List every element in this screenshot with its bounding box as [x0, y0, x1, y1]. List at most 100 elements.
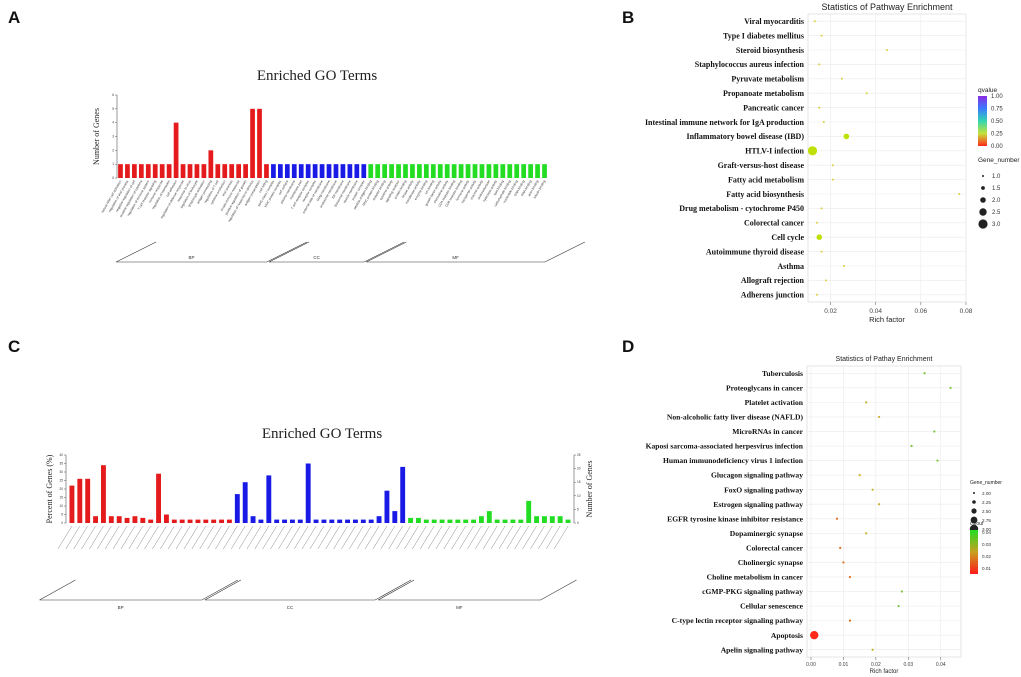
- go-bar-chart-c: Enriched GO Terms 0 5 10 15 20 25 30 35 40 0 5 10 15 2…: [39, 426, 594, 610]
- bar: [242, 482, 248, 523]
- bar: [463, 519, 469, 523]
- bar: [250, 516, 256, 523]
- bar: [282, 519, 288, 523]
- data-point: [871, 488, 874, 491]
- bar: [368, 519, 374, 523]
- x-tick-label: 0.02: [871, 662, 881, 668]
- pathway-label: Inflammatory bowel disease (IBD): [686, 132, 804, 141]
- size-legend-dot: [971, 508, 977, 514]
- bar: [479, 164, 485, 178]
- pathway-label: Autoimmune thyroid disease: [706, 247, 805, 256]
- data-point: [848, 619, 852, 622]
- bar: [354, 164, 360, 178]
- term-label-stub: [506, 525, 522, 550]
- term-label-stub: [553, 525, 569, 550]
- bar: [274, 519, 280, 523]
- bar: [326, 164, 332, 178]
- pathway-label: Cell cycle: [771, 233, 804, 242]
- pathway-label: Estrogen signaling pathway: [713, 500, 803, 509]
- bar: [132, 516, 138, 523]
- bar: [180, 164, 186, 178]
- bar: [152, 164, 158, 178]
- pathway-label: Kaposi sarcoma-associated herpesvirus in…: [646, 442, 804, 451]
- bar: [108, 516, 114, 523]
- bar: [138, 164, 144, 178]
- pathway-label: Cellular senescence: [740, 602, 804, 611]
- bar: [201, 164, 207, 178]
- data-point: [820, 207, 823, 210]
- data-point: [820, 250, 823, 253]
- bar: [375, 164, 381, 178]
- bar: [187, 519, 193, 523]
- pathway-label: Pyruvate metabolism: [731, 75, 804, 84]
- bar: [392, 511, 398, 523]
- bar: [219, 519, 225, 523]
- group-label: BP: [188, 255, 194, 260]
- term-label: lipid binding: [493, 179, 505, 196]
- y-tick-label: 10: [59, 504, 63, 508]
- bar: [486, 164, 492, 178]
- term-label-stub: [325, 525, 340, 550]
- bar: [277, 164, 283, 178]
- term-label-stub: [333, 525, 348, 550]
- term-label-stub: [538, 525, 553, 550]
- bar: [258, 519, 264, 523]
- pathway-label: cGMP-PKG signaling pathway: [702, 587, 803, 596]
- bar: [400, 466, 406, 523]
- data-point: [878, 415, 881, 419]
- term-label: cell killing: [258, 179, 268, 193]
- data-point: [886, 49, 888, 51]
- bar: [528, 164, 533, 178]
- bar: [125, 164, 130, 178]
- bar: [500, 164, 506, 178]
- pathway-label: Dopaminergic synapse: [730, 529, 804, 538]
- color-legend-tick: 0.03: [982, 542, 991, 547]
- y-tick-label: 0: [61, 521, 63, 525]
- bar: [389, 164, 394, 178]
- term-label-stub: [309, 525, 325, 550]
- y-tick-label-right: 10: [577, 494, 581, 498]
- color-legend-tick: 0.50: [991, 119, 1003, 125]
- size-legend-label: 3.0: [992, 222, 1001, 228]
- term-label-stub: [183, 525, 199, 550]
- bar: [333, 164, 339, 178]
- pathway-label: Asthma: [777, 262, 804, 271]
- bar: [361, 164, 367, 178]
- y-tick-label: 20: [59, 487, 63, 491]
- term-label-stub: [167, 525, 183, 550]
- term-label-stub: [191, 525, 207, 550]
- color-legend-tick: 0.75: [991, 107, 1003, 113]
- bar: [455, 519, 461, 523]
- y-tick-label: 4: [112, 121, 114, 125]
- bar: [145, 164, 151, 178]
- bar: [85, 478, 91, 523]
- size-legend-label: 2.50: [982, 509, 991, 514]
- bar: [384, 490, 390, 523]
- bar: [471, 519, 477, 523]
- group-bracket: [39, 579, 239, 601]
- data-point: [858, 474, 861, 477]
- bar: [271, 164, 276, 178]
- bar: [451, 164, 457, 178]
- bar: [313, 519, 319, 523]
- term-label-stub: [443, 525, 459, 550]
- pathway-label: MicroRNAs in cancer: [732, 427, 803, 436]
- plot-area: [807, 13, 967, 303]
- term-label-stub: [482, 525, 498, 550]
- bar: [403, 164, 408, 178]
- term-label-stub: [404, 525, 419, 550]
- term-label-stub: [160, 525, 175, 550]
- term-label-stub: [215, 525, 230, 550]
- data-point: [831, 178, 834, 181]
- bar: [507, 164, 513, 178]
- bar: [518, 519, 524, 523]
- pathway-label: Choline metabolism in cancer: [707, 573, 804, 582]
- term-label-stub: [435, 525, 451, 550]
- bar: [458, 164, 464, 178]
- data-point: [839, 546, 842, 549]
- term-label-stub: [254, 525, 270, 550]
- term-label-stub: [144, 525, 159, 550]
- data-point: [910, 444, 913, 448]
